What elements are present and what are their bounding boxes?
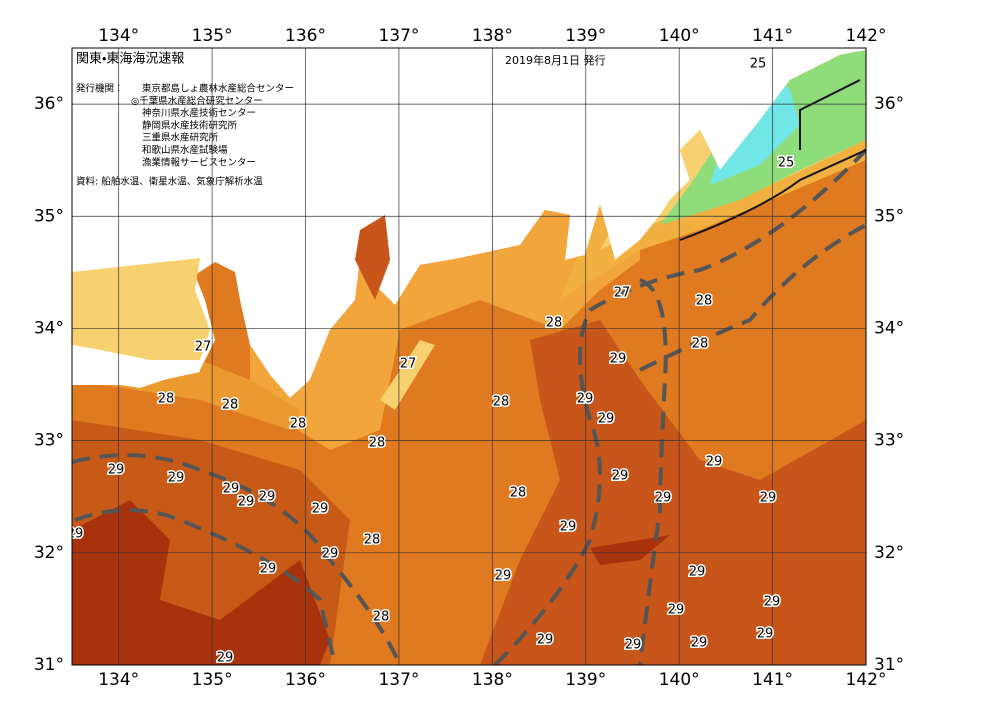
x-tick-label: 141°: [752, 670, 793, 690]
x-tick-label: 137°: [378, 670, 419, 690]
contour-label: 28: [493, 395, 510, 410]
y-tick-label: 34°: [874, 318, 904, 338]
cool-zone: [380, 340, 435, 410]
contour-label: 29: [495, 569, 512, 584]
map-border: [71, 47, 867, 666]
x-tick-label: 135°: [192, 670, 233, 690]
x-tick-label: 134°: [98, 26, 139, 46]
inland-sea: [72, 258, 210, 360]
contour-label: 29: [689, 565, 706, 580]
x-tick-label: 139°: [565, 26, 606, 46]
source: 資料: 船舶水温、衛星水温、気象庁解析水温: [76, 176, 263, 188]
contour-label: 29: [655, 491, 672, 506]
y-tick-label: 36°: [34, 94, 64, 114]
contour-label: 29: [259, 490, 276, 505]
contour-label: 29: [598, 412, 615, 427]
x-tick-label: 135°: [192, 26, 233, 46]
land: [72, 345, 200, 385]
bay-water: [355, 215, 390, 300]
x-tick-label: 141°: [752, 26, 793, 46]
contour-label: 28: [510, 486, 527, 501]
contour-label: 25: [778, 156, 795, 171]
issuer: 東京都島しょ農林水産総合センター: [142, 83, 294, 95]
contour-label: 29: [610, 352, 627, 367]
contour-label: 29: [168, 471, 185, 486]
issuer: 和歌山県水産試験場: [142, 144, 228, 156]
x-tick-label: 140°: [659, 26, 700, 46]
y-tick-label: 36°: [874, 94, 904, 114]
contour-label: 29: [217, 651, 234, 666]
x-tick-label: 138°: [472, 26, 513, 46]
y-tick-label: 34°: [34, 318, 64, 338]
contour-label: 29: [760, 491, 777, 506]
contour-label: 29: [625, 638, 642, 653]
contour-label: 29: [764, 595, 781, 610]
issuer: 神奈川県水産技術センター: [142, 107, 256, 119]
x-tick-label: 140°: [659, 670, 700, 690]
contour-label: 29: [706, 455, 723, 470]
contour-label: 28: [692, 337, 709, 352]
contour-label: 28: [369, 436, 386, 451]
kuroshio-axis: [72, 148, 866, 665]
contour-label: 29: [537, 633, 554, 648]
contour-label: 28: [222, 398, 239, 413]
x-tick-label: 137°: [378, 26, 419, 46]
contour-label: 29: [691, 636, 708, 651]
issuer: 静岡県水産技術研究所: [142, 119, 238, 131]
y-tick-label: 33°: [34, 431, 64, 451]
contour-label: 27: [195, 340, 212, 355]
x-tick-label: 138°: [472, 670, 513, 690]
contour-label: 28: [546, 316, 563, 331]
contour-label: 29: [108, 463, 125, 478]
x-tick-label: 136°: [285, 26, 326, 46]
y-tick-label: 32°: [34, 543, 64, 563]
hottest-zone: [590, 535, 670, 565]
graticule: [72, 48, 866, 665]
y-tick-label: 33°: [874, 431, 904, 451]
issuer-label: 発行機関：: [76, 83, 124, 95]
issue-date: 2019年8月1日 発行: [505, 53, 606, 67]
contour-label: 29: [312, 502, 329, 517]
contour-label: 29: [260, 562, 277, 577]
contour-label: 27: [400, 357, 417, 372]
issuer-list: 東京都島しょ農林水産総合センター◎千葉県水産総合研究センター神奈川県水産技術セン…: [131, 83, 294, 169]
contour-label: 28: [696, 294, 713, 309]
contour-label: 29: [757, 627, 774, 642]
title: 関東・東海海況速報: [76, 51, 184, 67]
contour-label: 28: [364, 533, 381, 548]
contour-label: 29: [612, 469, 629, 484]
contour-label: 28: [373, 610, 390, 625]
contour-labels: 25 25 27 27 27 28 28 28 28 28 28 28 28 28 28 28 29 29 29 29…: [67, 55, 796, 666]
contour-label: 28: [290, 417, 307, 432]
issuer: ◎千葉県水産総合研究センター: [131, 95, 263, 107]
y-tick-label: 35°: [874, 206, 904, 226]
contour-label: 29: [238, 495, 255, 510]
contour-label: 29: [322, 547, 339, 562]
hot-zone: [480, 320, 866, 665]
y-tick-label: 32°: [874, 543, 904, 563]
x-tick-label: 136°: [285, 670, 326, 690]
contour-label: 29: [560, 520, 577, 535]
contour-label: 27: [614, 286, 631, 301]
contour-label: 29: [577, 392, 594, 407]
x-tick-label: 142°: [846, 26, 887, 46]
x-tick-label: 134°: [98, 670, 139, 690]
contour-label: 25: [750, 57, 767, 72]
contour-label: 29: [67, 527, 84, 542]
y-tick-label: 31°: [34, 655, 64, 675]
contour-label: 28: [158, 392, 175, 407]
hottest-zone: [72, 500, 330, 665]
y-tick-label: 31°: [874, 655, 904, 675]
issuer: 漁業情報サービスセンター: [142, 156, 256, 168]
issuer: 三重県水産研究所: [142, 132, 219, 144]
x-tick-label: 139°: [565, 670, 606, 690]
contour-label: 29: [223, 482, 240, 497]
thermal-front: [679, 79, 866, 241]
y-tick-label: 35°: [34, 206, 64, 226]
contour-label: 29: [668, 603, 685, 618]
x-tick-label: 142°: [846, 670, 887, 690]
